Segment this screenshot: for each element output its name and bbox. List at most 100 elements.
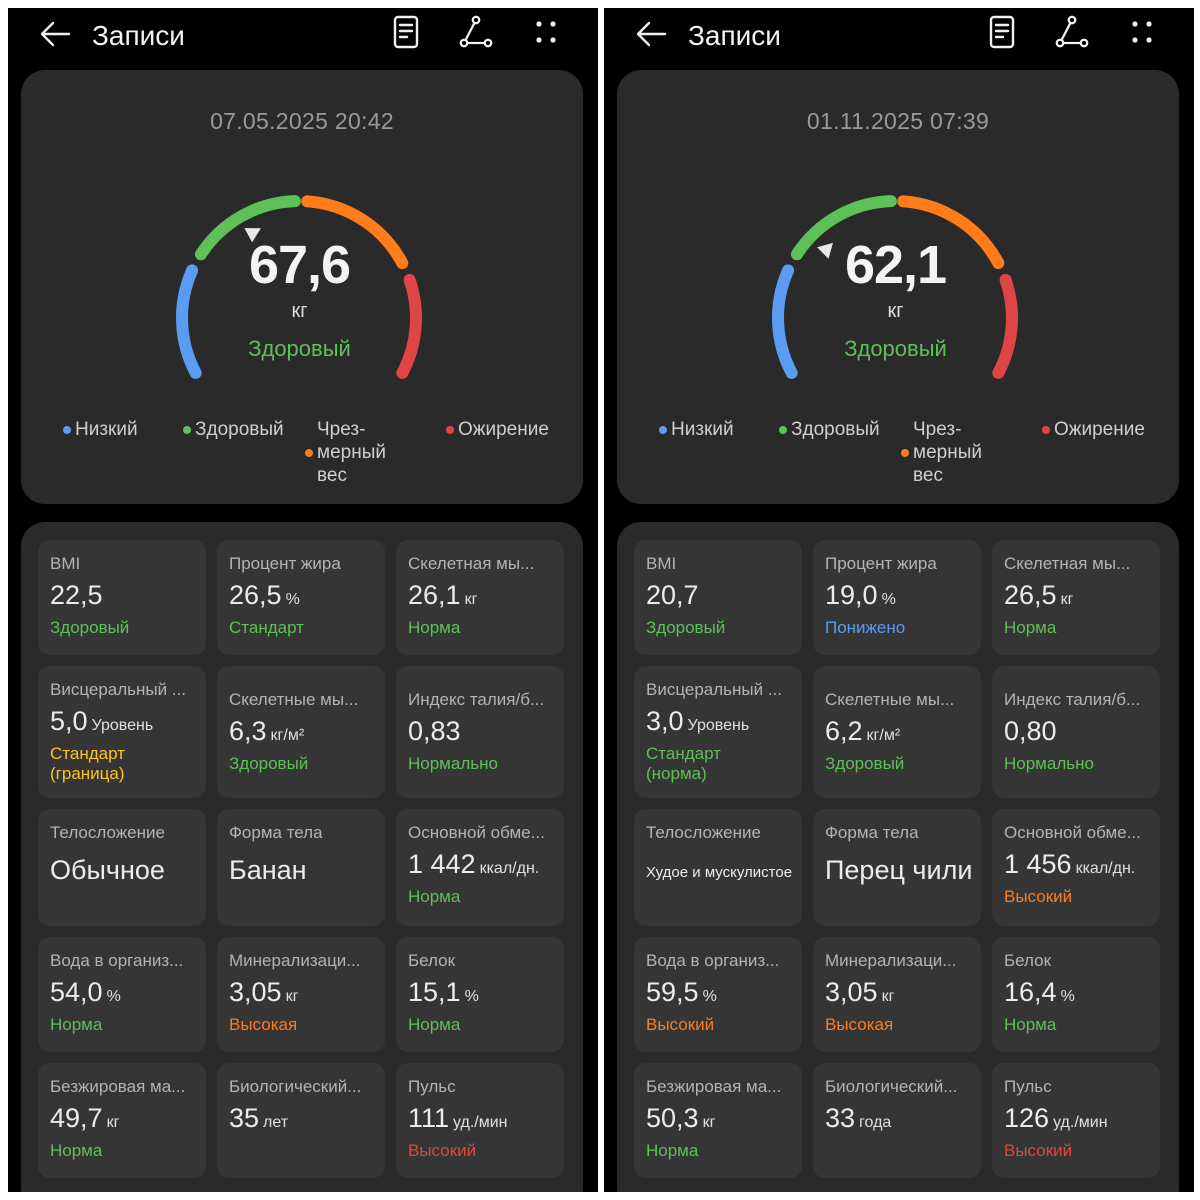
page-title: Записи [688,20,781,51]
metric-value: 16,4% [1004,977,1075,1008]
legend-item-excess: Чрез- мерный вес [901,418,982,487]
weight-unit: кг [291,300,308,322]
metric-unit: кг [285,988,299,1005]
metric-tile-10[interactable]: Минерализаци... 3,05 кг Высокая [813,937,981,1052]
metric-value: 111 уд./мин [408,1103,508,1134]
metric-unit: кг/м² [270,727,305,744]
metric-tile-8[interactable]: Основной обме... 1 456 ккал/дн. Высокий [992,809,1160,926]
report-button[interactable] [386,12,426,52]
metric-number: 19,0 [825,580,878,610]
metric-value: 20,7 [646,580,699,611]
metric-tile-3[interactable]: Висцеральный ... 3,0 Уровень Стандарт (но… [634,666,802,798]
more-dots-icon [536,21,556,43]
metric-label: Вода в организ... [50,951,184,970]
back-button[interactable] [634,16,670,52]
metric-value: 19,0% [825,580,896,611]
metric-tile-1[interactable]: Процент жира 19,0% Понижено [813,540,981,655]
back-button[interactable] [38,16,74,52]
metric-tile-7[interactable]: Форма тела Банан [217,809,385,926]
body-metrics-card: BMI 22,5 Здоровый Процент жира 26,5% Ста… [21,522,583,1192]
gauge-segment-obese [396,273,422,379]
more-dots-icon [1132,21,1152,43]
weight-status: Здоровый [844,336,947,361]
app-bar: Записи [8,8,598,64]
metric-tile-12[interactable]: Безжировая ма... 49,7 кг Норма [38,1063,206,1178]
metric-unit: ккал/дн. [1075,860,1136,877]
metric-status: Здоровый [646,618,726,637]
metric-value: Обычное [50,855,165,886]
metric-unit: кг [702,1114,716,1131]
metric-tile-13[interactable]: Биологический... 33 года [813,1063,981,1178]
metric-tile-4[interactable]: Скелетные мы... 6,2 кг/м² Здоровый [813,666,981,798]
metric-label: Форма тела [825,823,919,842]
metric-number: 1 456 [1004,849,1072,879]
metric-number: Перец чили [825,855,973,885]
metric-status: Норма [1004,618,1057,637]
metric-tile-10[interactable]: Минерализаци... 3,05 кг Высокая [217,937,385,1052]
metric-number: 6,3 [229,716,267,746]
metric-value: 3,0 Уровень [646,706,749,737]
metric-number: 3,0 [646,706,684,736]
metric-tile-13[interactable]: Биологический... 35 лет [217,1063,385,1178]
metric-status: Высокая [229,1015,298,1034]
metric-status: Высокий [1004,1141,1073,1160]
metric-value: 0,80 [1004,716,1057,747]
metric-tile-0[interactable]: BMI 20,7 Здоровый [634,540,802,655]
metric-tile-12[interactable]: Безжировая ма... 50,3 кг Норма [634,1063,802,1178]
metric-tile-4[interactable]: Скелетные мы... 6,3 кг/м² Здоровый [217,666,385,798]
weight-value: 67,6 [248,235,351,295]
metric-tile-9[interactable]: Вода в организ... 59,5% Высокий [634,937,802,1052]
gauge-segment-excess [897,195,1005,270]
metric-unit: % [1060,988,1075,1005]
metric-tile-7[interactable]: Форма тела Перец чили [813,809,981,926]
metric-unit: % [881,591,896,608]
weight-unit: кг [887,300,904,322]
metric-value: 5,0 Уровень [50,706,153,737]
metric-tile-14[interactable]: Пульс 111 уд./мин Высокий [396,1063,564,1178]
metric-tile-11[interactable]: Белок 15,1% Норма [396,937,564,1052]
metric-tile-0[interactable]: BMI 22,5 Здоровый [38,540,206,655]
metric-unit: Уровень [687,717,750,734]
legend-item-low: Низкий [63,418,138,441]
gauge-segment-healthy [790,195,897,261]
metric-tile-14[interactable]: Пульс 126 уд./мин Высокий [992,1063,1160,1178]
metric-number: 3,05 [825,977,878,1007]
metric-number: 35 [229,1103,260,1133]
metric-tile-2[interactable]: Скелетная мы... 26,5 кг Норма [992,540,1160,655]
metric-label: Процент жира [229,554,341,573]
metric-tile-2[interactable]: Скелетная мы... 26,1 кг Норма [396,540,564,655]
metric-status: Здоровый [50,618,130,637]
metric-tile-11[interactable]: Белок 16,4% Норма [992,937,1160,1052]
metric-tile-1[interactable]: Процент жира 26,5% Стандарт [217,540,385,655]
metric-label: Биологический... [825,1077,958,1096]
metric-tile-9[interactable]: Вода в организ... 54,0% Норма [38,937,206,1052]
metric-label: Форма тела [229,823,323,842]
metric-tile-6[interactable]: Телосложение Худое и мускулистое [634,809,802,926]
share-icon [1055,15,1089,48]
metric-tile-6[interactable]: Телосложение Обычное [38,809,206,926]
metric-label: Скелетная мы... [408,554,535,573]
metric-value: Банан [229,855,307,886]
report-button[interactable] [982,12,1022,52]
metric-status: Норма [646,1141,699,1160]
metric-tile-5[interactable]: Индекс талия/б... 0,80 Нормально [992,666,1160,798]
metric-tile-8[interactable]: Основной обме... 1 442 ккал/дн. Норма [396,809,564,926]
metric-tile-3[interactable]: Висцеральный ... 5,0 Уровень Стандарт (гр… [38,666,206,798]
metric-value: 35 лет [229,1103,288,1134]
metric-unit: % [464,988,479,1005]
metric-tile-5[interactable]: Индекс талия/б... 0,83 Нормально [396,666,564,798]
metric-label: Скелетные мы... [825,690,955,709]
metric-status: Стандарт (граница) [50,744,125,783]
legend-item-obese: Ожирение [446,418,549,441]
more-button[interactable] [1122,12,1162,52]
metric-number: 20,7 [646,580,699,610]
legend-item-low: Низкий [659,418,734,441]
more-button[interactable] [526,12,566,52]
pointer-triangle-icon [244,228,261,243]
measurement-date: 07.05.2025 20:42 [210,108,394,134]
metric-number: Обычное [50,855,165,885]
share-button[interactable] [1052,12,1092,52]
share-button[interactable] [456,12,496,52]
metric-number: 15,1 [408,977,461,1007]
metric-label: Минерализаци... [825,951,957,970]
